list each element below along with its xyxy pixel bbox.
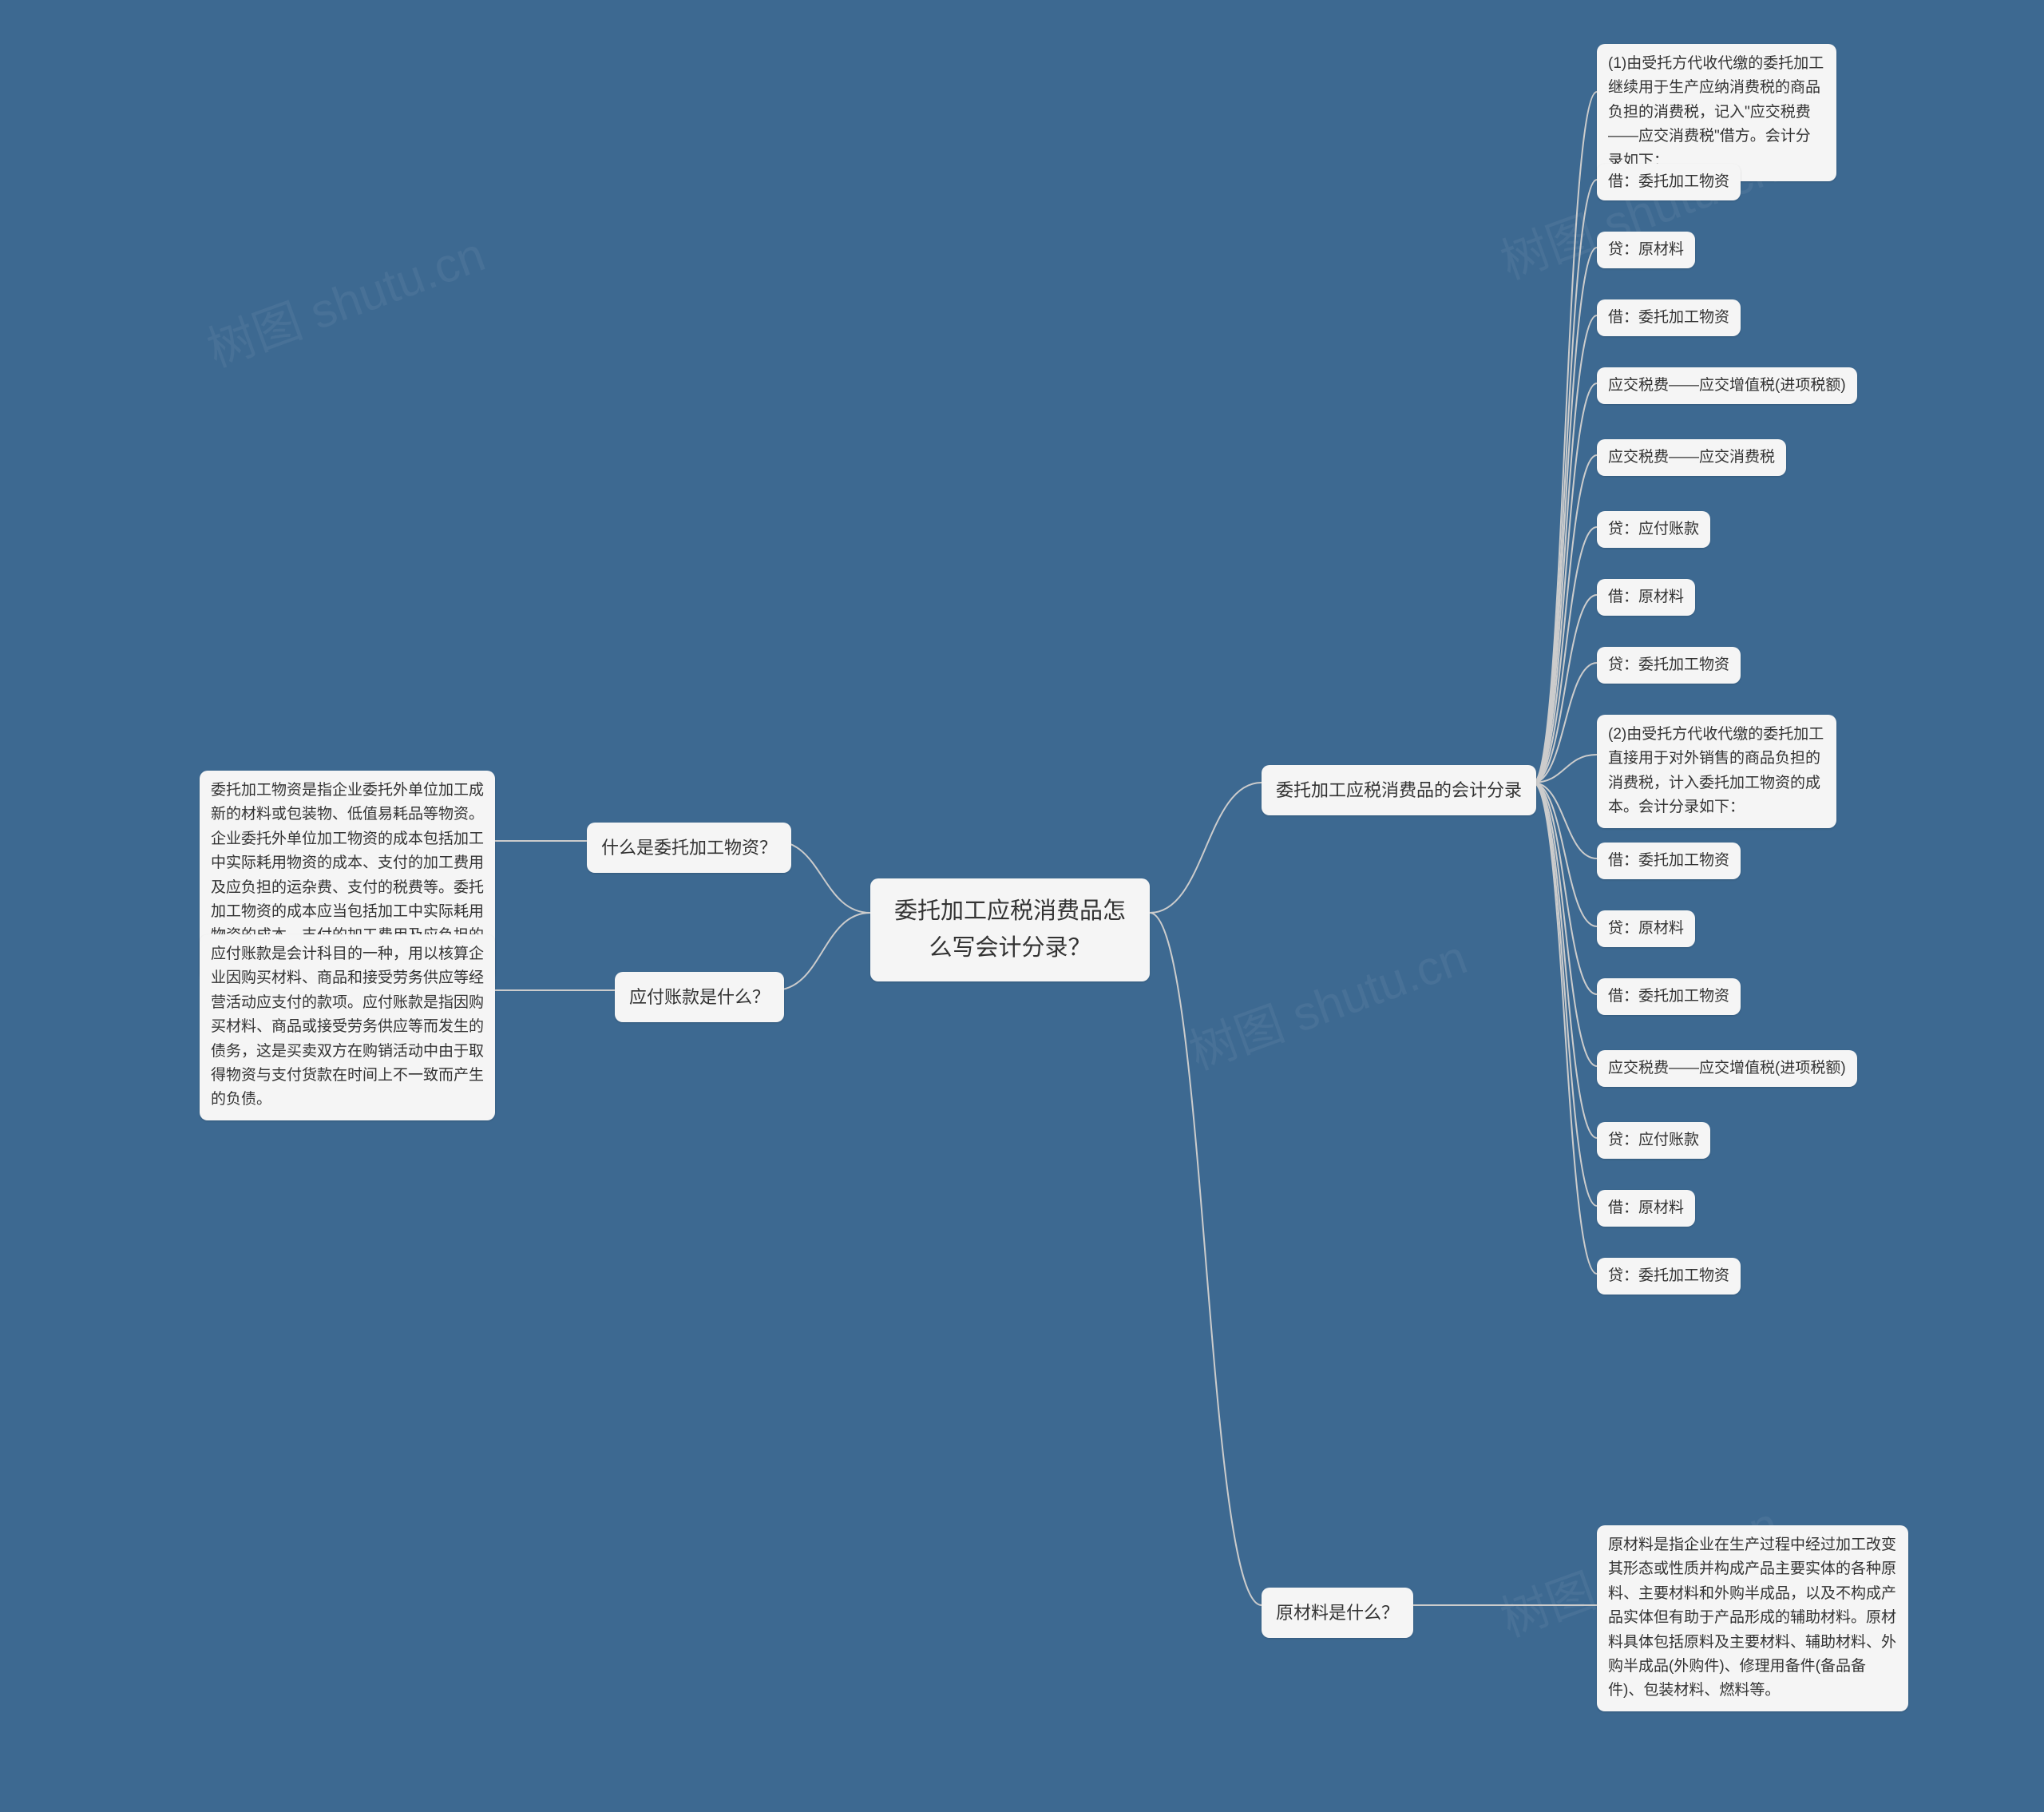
entry-child-0[interactable]: (1)由受托方代收代缴的委托加工继续用于生产应纳消费税的商品负担的消费税，记入"… <box>1597 44 1836 181</box>
left-branch-what-is-entrusted[interactable]: 什么是委托加工物资？ <box>587 823 791 873</box>
root-node[interactable]: 委托加工应税消费品怎么写会计分录？ <box>870 878 1150 981</box>
entry-child-14[interactable]: 贷：应付账款 <box>1597 1122 1710 1159</box>
entry-child-6[interactable]: 贷：应付账款 <box>1597 511 1710 548</box>
leaf-text: 应交税费——应交增值税(进项税额) <box>1608 1060 1846 1076</box>
right-branch-accounting-entries[interactable]: 委托加工应税消费品的会计分录 <box>1262 765 1536 815</box>
leaf-text: (1)由受托方代收代缴的委托加工继续用于生产应纳消费税的商品负担的消费税，记入"… <box>1608 55 1824 169</box>
entry-child-7[interactable]: 借：原材料 <box>1597 579 1695 616</box>
entry-child-15[interactable]: 借：原材料 <box>1597 1190 1695 1227</box>
entry-child-11[interactable]: 贷：原材料 <box>1597 910 1695 947</box>
right-detail-raw-materials[interactable]: 原材料是指企业在生产过程中经过加工改变其形态或性质并构成产品主要实体的各种原料、… <box>1597 1525 1908 1711</box>
entry-child-16[interactable]: 贷：委托加工物资 <box>1597 1258 1741 1295</box>
entry-child-4[interactable]: 应交税费——应交增值税(进项税额) <box>1597 367 1857 404</box>
leaf-text: 贷：应付账款 <box>1608 521 1699 537</box>
leaf-text: 应交税费——应交增值税(进项税额) <box>1608 377 1846 394</box>
entry-child-2[interactable]: 贷：原材料 <box>1597 232 1695 268</box>
leaf-text: 借：委托加工物资 <box>1608 852 1729 869</box>
branch-label: 原材料是什么？ <box>1276 1603 1399 1623</box>
entry-child-3[interactable]: 借：委托加工物资 <box>1597 299 1741 336</box>
left-branch-accounts-payable[interactable]: 应付账款是什么？ <box>615 972 784 1022</box>
leaf-text: 借：委托加工物资 <box>1608 309 1729 326</box>
leaf-text: 借：委托加工物资 <box>1608 173 1729 190</box>
root-text: 委托加工应税消费品怎么写会计分录？ <box>894 898 1126 961</box>
leaf-text: 贷：委托加工物资 <box>1608 656 1729 673</box>
leaf-text: 贷：应付账款 <box>1608 1132 1699 1148</box>
entry-child-9[interactable]: (2)由受托方代收代缴的委托加工直接用于对外销售的商品负担的消费税，计入委托加工… <box>1597 715 1836 828</box>
right-branch-raw-materials[interactable]: 原材料是什么？ <box>1262 1588 1413 1638</box>
leaf-text: 贷：原材料 <box>1608 241 1684 258</box>
branch-label: 委托加工应税消费品的会计分录 <box>1276 780 1522 800</box>
leaf-text: 贷：委托加工物资 <box>1608 1267 1729 1284</box>
leaf-text: 借：原材料 <box>1608 589 1684 605</box>
leaf-text: (2)由受托方代收代缴的委托加工直接用于对外销售的商品负担的消费税，计入委托加工… <box>1608 726 1824 815</box>
entry-child-10[interactable]: 借：委托加工物资 <box>1597 843 1741 879</box>
leaf-text: 原材料是指企业在生产过程中经过加工改变其形态或性质并构成产品主要实体的各种原料、… <box>1608 1536 1896 1699</box>
leaf-text: 借：原材料 <box>1608 1199 1684 1216</box>
branch-label: 什么是委托加工物资？ <box>601 838 777 858</box>
branch-label: 应付账款是什么？ <box>629 987 770 1007</box>
entry-child-8[interactable]: 贷：委托加工物资 <box>1597 647 1741 684</box>
entry-child-5[interactable]: 应交税费——应交消费税 <box>1597 439 1786 476</box>
entry-child-12[interactable]: 借：委托加工物资 <box>1597 978 1741 1015</box>
leaf-text: 借：委托加工物资 <box>1608 988 1729 1005</box>
leaf-text: 应付账款是会计科目的一种，用以核算企业因购买材料、商品和接受劳务供应等经营活动应… <box>211 946 484 1108</box>
left-detail-accounts-payable[interactable]: 应付账款是会计科目的一种，用以核算企业因购买材料、商品和接受劳务供应等经营活动应… <box>200 934 495 1120</box>
leaf-text: 应交税费——应交消费税 <box>1608 449 1775 466</box>
entry-child-13[interactable]: 应交税费——应交增值税(进项税额) <box>1597 1050 1857 1087</box>
entry-child-1[interactable]: 借：委托加工物资 <box>1597 164 1741 200</box>
watermark: 树图 shutu.cn <box>196 216 493 380</box>
watermark: 树图 shutu.cn <box>1178 918 1475 1083</box>
leaf-text: 贷：原材料 <box>1608 920 1684 937</box>
